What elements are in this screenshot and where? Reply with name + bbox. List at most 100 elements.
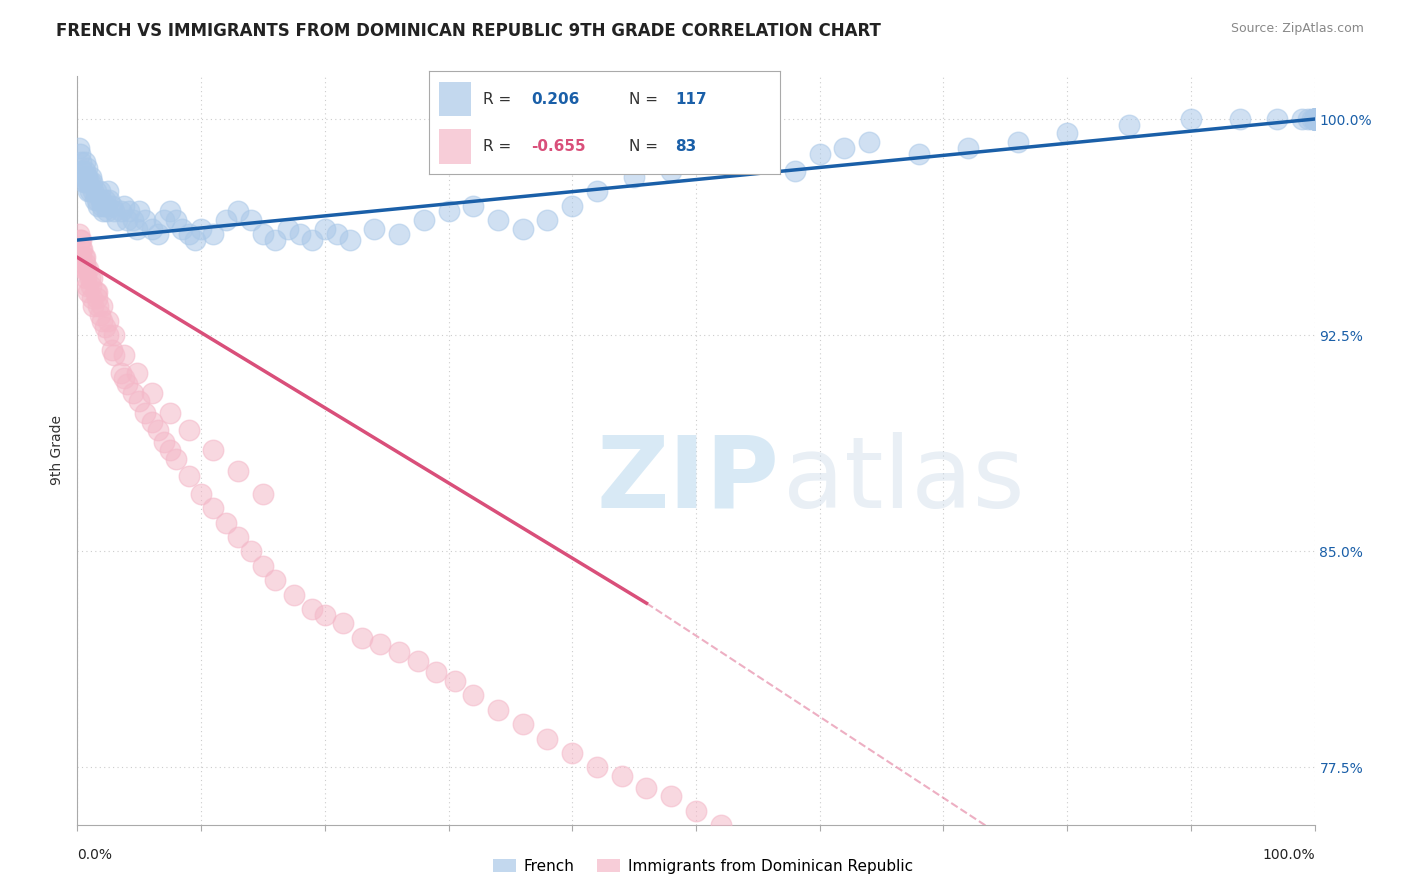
Point — [314, 607, 336, 622]
Point — [79, 270, 101, 285]
Point — [115, 377, 138, 392]
Point — [73, 164, 96, 178]
Point — [70, 251, 93, 265]
Point — [91, 314, 114, 328]
Point — [73, 256, 96, 270]
Point — [110, 366, 132, 380]
Point — [93, 319, 115, 334]
Point — [125, 221, 148, 235]
Point — [177, 227, 200, 242]
Point — [75, 176, 97, 190]
Point — [561, 746, 583, 760]
Point — [1303, 112, 1326, 126]
Point — [226, 464, 249, 478]
Point — [105, 213, 128, 227]
Point — [1056, 127, 1078, 141]
Point — [1303, 112, 1326, 126]
Point — [957, 141, 980, 155]
Point — [91, 299, 114, 313]
Point — [118, 204, 141, 219]
Point — [1303, 112, 1326, 126]
Point — [388, 227, 411, 242]
Point — [87, 198, 110, 212]
Point — [77, 176, 100, 190]
Point — [636, 780, 658, 795]
Point — [1303, 112, 1326, 126]
Point — [128, 394, 150, 409]
Point — [89, 184, 111, 198]
Point — [76, 169, 98, 184]
Text: N =: N = — [630, 139, 658, 153]
Point — [512, 717, 534, 731]
Point — [75, 169, 97, 184]
Point — [1180, 112, 1202, 126]
Point — [125, 366, 148, 380]
Bar — [439, 81, 471, 117]
Point — [1229, 112, 1251, 126]
Point — [1303, 112, 1326, 126]
Point — [264, 233, 287, 247]
Y-axis label: 9th Grade: 9th Grade — [51, 416, 65, 485]
Point — [77, 261, 100, 276]
Point — [239, 544, 262, 558]
Point — [1303, 112, 1326, 126]
Point — [72, 169, 94, 184]
Point — [69, 146, 91, 161]
Point — [1118, 118, 1140, 132]
Bar — [439, 128, 471, 163]
Point — [202, 227, 225, 242]
Point — [70, 242, 93, 256]
Point — [72, 256, 94, 270]
Point — [1303, 112, 1326, 126]
Point — [215, 213, 238, 227]
Point — [1303, 112, 1326, 126]
Point — [86, 291, 108, 305]
Point — [134, 213, 156, 227]
Legend: French, Immigrants from Dominican Republic: French, Immigrants from Dominican Republ… — [486, 853, 920, 880]
Point — [79, 176, 101, 190]
Point — [1267, 112, 1289, 126]
Point — [70, 233, 93, 247]
Point — [83, 193, 105, 207]
Point — [226, 204, 249, 219]
Point — [536, 731, 558, 746]
Point — [97, 314, 120, 328]
Point — [80, 279, 103, 293]
Point — [586, 184, 609, 198]
Point — [101, 343, 124, 357]
Point — [1303, 112, 1326, 126]
Point — [586, 760, 609, 774]
Point — [283, 588, 305, 602]
Point — [1303, 112, 1326, 126]
Point — [808, 146, 831, 161]
Point — [1303, 112, 1326, 126]
Point — [301, 602, 323, 616]
Text: R =: R = — [484, 139, 512, 153]
Point — [202, 443, 225, 458]
Point — [76, 161, 98, 175]
Point — [443, 673, 465, 688]
Point — [94, 198, 117, 212]
Point — [659, 789, 682, 804]
Point — [115, 213, 138, 227]
Point — [96, 204, 118, 219]
Point — [159, 406, 181, 420]
Point — [314, 221, 336, 235]
Point — [141, 415, 163, 429]
Point — [72, 176, 94, 190]
Point — [412, 213, 434, 227]
Point — [252, 486, 274, 500]
Point — [101, 198, 124, 212]
Point — [512, 221, 534, 235]
Point — [1303, 112, 1326, 126]
Point — [834, 141, 856, 155]
Point — [75, 270, 97, 285]
Text: FRENCH VS IMMIGRANTS FROM DOMINICAN REPUBLIC 9TH GRADE CORRELATION CHART: FRENCH VS IMMIGRANTS FROM DOMINICAN REPU… — [56, 22, 882, 40]
Point — [84, 184, 107, 198]
Text: -0.655: -0.655 — [531, 139, 585, 153]
Point — [159, 204, 181, 219]
Text: 83: 83 — [675, 139, 696, 153]
Text: 100.0%: 100.0% — [1263, 848, 1315, 863]
Point — [907, 146, 929, 161]
Point — [134, 406, 156, 420]
